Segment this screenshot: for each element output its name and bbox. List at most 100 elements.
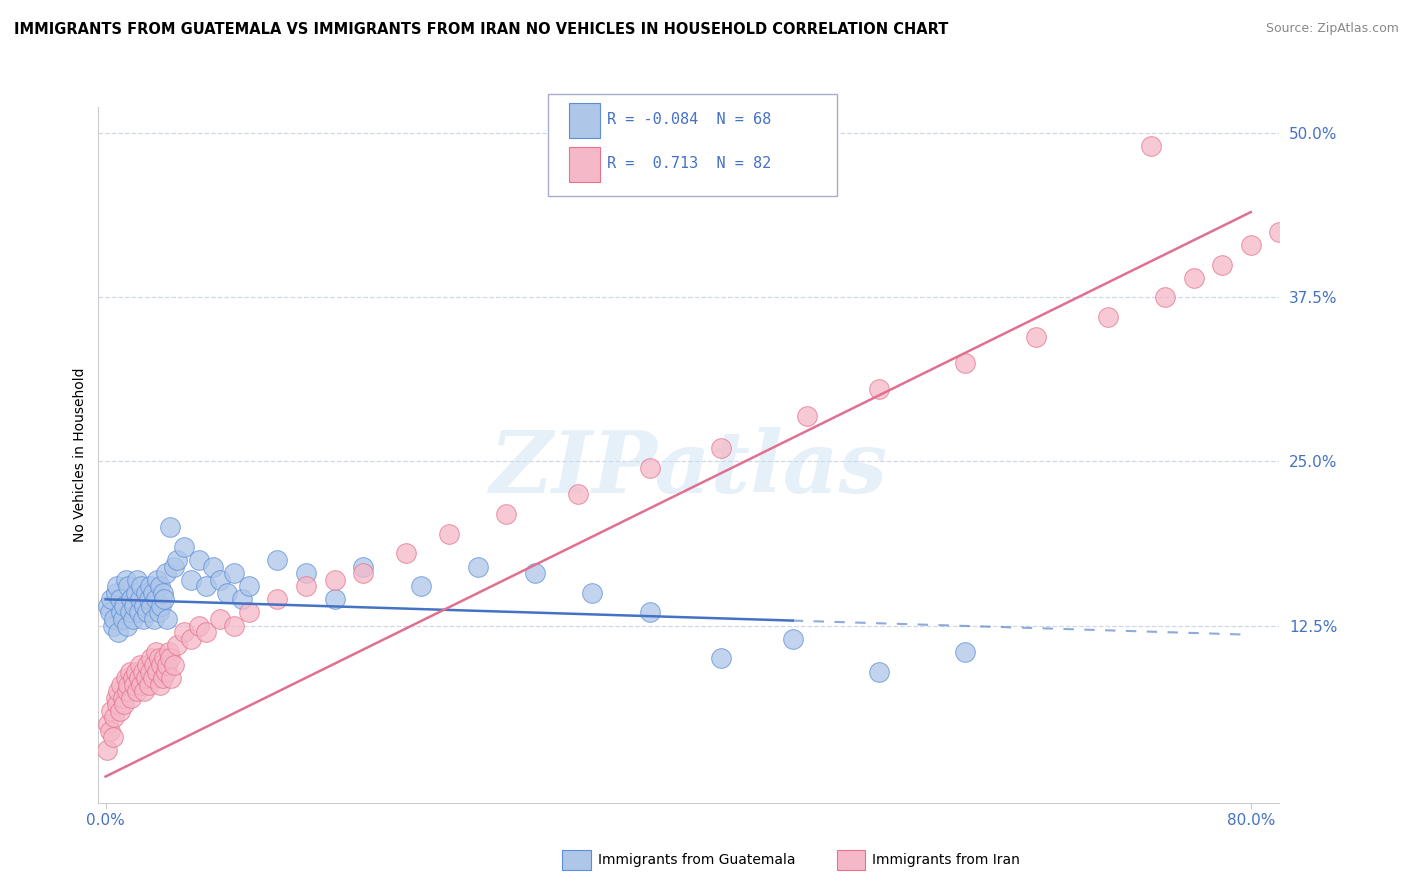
Point — [118, 606, 141, 620]
Point — [153, 592, 176, 607]
Text: IMMIGRANTS FROM GUATEMALA VS IMMIGRANTS FROM IRAN NO VEHICLES IN HOUSEHOLD CORRE: IMMIGRANTS FROM GUATEMALA VS IMMIGRANTS … — [14, 22, 949, 37]
Point — [1097, 310, 1119, 324]
Point — [121, 671, 143, 685]
Point — [163, 559, 186, 574]
Point — [145, 645, 167, 659]
Point — [108, 592, 131, 607]
Point — [166, 553, 188, 567]
Text: Source: ZipAtlas.com: Source: ZipAtlas.com — [1265, 22, 1399, 36]
Point — [97, 599, 120, 613]
Point — [157, 645, 180, 659]
Point — [148, 606, 170, 620]
Point — [953, 356, 976, 370]
Point — [238, 606, 260, 620]
Point — [638, 606, 661, 620]
Point — [1211, 258, 1233, 272]
Point — [238, 579, 260, 593]
Point — [409, 579, 432, 593]
Point — [1182, 270, 1205, 285]
Point — [112, 698, 135, 712]
Point — [100, 704, 122, 718]
Point — [149, 678, 172, 692]
Point — [111, 690, 134, 705]
Point — [143, 657, 166, 672]
Point — [159, 651, 181, 665]
Point — [115, 684, 138, 698]
Point — [710, 651, 733, 665]
Point — [104, 586, 127, 600]
Point — [868, 382, 890, 396]
Point — [166, 638, 188, 652]
Point — [1268, 225, 1291, 239]
Point — [114, 671, 136, 685]
Point — [125, 573, 148, 587]
Text: ZIPatlas: ZIPatlas — [489, 427, 889, 510]
Point — [110, 678, 132, 692]
Point — [125, 684, 148, 698]
Point — [112, 599, 135, 613]
Point — [1354, 198, 1376, 212]
Point — [141, 599, 163, 613]
Point — [134, 599, 156, 613]
Point — [163, 657, 186, 672]
Point — [135, 586, 157, 600]
Point — [152, 586, 174, 600]
Point — [150, 657, 173, 672]
Point — [567, 487, 589, 501]
Point — [129, 592, 152, 607]
Point — [148, 651, 170, 665]
Point — [104, 690, 127, 705]
Point — [100, 592, 122, 607]
Point — [180, 573, 202, 587]
Point — [101, 618, 124, 632]
Point — [217, 586, 239, 600]
Point — [1025, 330, 1047, 344]
Point — [194, 579, 217, 593]
Point — [782, 632, 804, 646]
Point — [266, 592, 288, 607]
Point — [155, 665, 177, 679]
Point — [323, 573, 346, 587]
Point — [122, 678, 145, 692]
Point — [156, 612, 179, 626]
Point — [132, 665, 155, 679]
Point — [117, 579, 139, 593]
Point — [132, 612, 155, 626]
Point — [395, 546, 418, 560]
Point — [352, 559, 374, 574]
Point — [467, 559, 489, 574]
Point — [638, 461, 661, 475]
Point — [1382, 192, 1405, 206]
Point — [352, 566, 374, 580]
Point — [1296, 211, 1319, 226]
Point — [105, 698, 128, 712]
Point — [295, 566, 318, 580]
Point — [323, 592, 346, 607]
Point — [710, 442, 733, 456]
Point — [159, 520, 181, 534]
Point — [1139, 139, 1161, 153]
Point — [136, 606, 159, 620]
Point — [96, 743, 118, 757]
Point — [118, 665, 141, 679]
Point — [98, 606, 121, 620]
Point — [120, 592, 142, 607]
Point — [111, 612, 134, 626]
Point — [105, 579, 128, 593]
Point — [173, 625, 195, 640]
Point — [135, 671, 157, 685]
Point — [107, 625, 129, 640]
Point — [201, 559, 224, 574]
Point — [173, 540, 195, 554]
Point — [120, 690, 142, 705]
Point — [1240, 238, 1263, 252]
Point — [145, 592, 167, 607]
Point — [134, 684, 156, 698]
Y-axis label: No Vehicles in Household: No Vehicles in Household — [73, 368, 87, 542]
Point — [129, 657, 152, 672]
Point — [121, 612, 143, 626]
Point — [868, 665, 890, 679]
Point — [295, 579, 318, 593]
Point — [1154, 290, 1177, 304]
Point — [146, 665, 169, 679]
